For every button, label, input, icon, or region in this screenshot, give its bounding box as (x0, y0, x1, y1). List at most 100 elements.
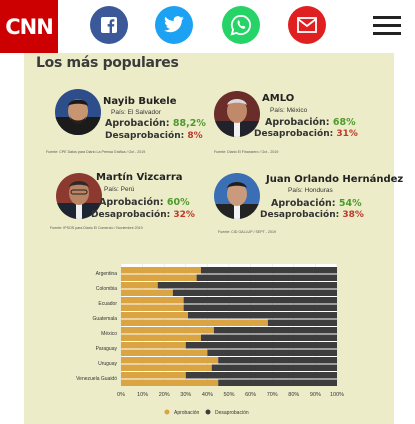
legend-label-aprobacion: Aprobación (174, 410, 200, 416)
x-tick-label: 70% (267, 392, 278, 398)
avatar-vizcarra (56, 173, 102, 219)
bar-aprobacion (121, 364, 212, 371)
source-note: Fuente: CPE Datos para Diario La Prensa … (46, 150, 146, 154)
bar-desaprobacion (200, 267, 337, 274)
bar-desaprobacion (218, 379, 337, 386)
y-category-label: Guatemala (93, 316, 118, 322)
bar-desaprobacion (187, 312, 337, 319)
x-tick-label: 50% (223, 392, 234, 398)
whatsapp-icon (230, 14, 252, 36)
y-category-label: Paraguay (96, 346, 118, 352)
bar-aprobacion (121, 282, 158, 289)
bar-aprobacion (121, 319, 268, 326)
approval-value: 88,2% (172, 118, 206, 129)
legend-swatch-aprobacion (164, 409, 170, 415)
y-category-label: Colombia (96, 286, 117, 292)
y-category-label: Argentina (96, 271, 118, 277)
bar-aprobacion (121, 327, 214, 334)
bar-desaprobacion (185, 342, 337, 349)
email-icon (297, 17, 317, 33)
bar-desaprobacion (196, 274, 337, 281)
x-tick-label: 90% (310, 392, 321, 398)
leader-name: AMLO (262, 93, 295, 104)
y-category-label: Uruguay (98, 361, 117, 367)
x-tick-label: 10% (137, 392, 148, 398)
disapproval-row: Desaprobación: 8% (105, 131, 203, 141)
twitter-icon (164, 16, 184, 33)
avatar-hernandez (214, 173, 260, 219)
leader-name: Juan Orlando Hernández (266, 174, 404, 185)
avatar-amlo (214, 91, 260, 137)
y-category-label: Ecuador (98, 301, 117, 307)
disapproval-value: 38% (342, 210, 364, 220)
x-tick-label: 30% (180, 392, 191, 398)
approval-row: Aprobación: 68% (265, 117, 356, 128)
disapproval-value: 8% (187, 131, 203, 141)
bar-aprobacion (121, 289, 173, 296)
bar-aprobacion (121, 312, 188, 319)
bar-desaprobacion (183, 297, 337, 304)
whatsapp-share-button[interactable] (222, 6, 260, 44)
avatar-bukele (55, 89, 101, 135)
bar-desaprobacion (172, 289, 337, 296)
source-note: Fuente: IPSOS para Diario El Comercio / … (50, 226, 143, 230)
y-category-label: México (101, 331, 117, 337)
top-bar: CNN (0, 0, 415, 53)
bar-desaprobacion (200, 334, 337, 341)
x-tick-label: 0% (117, 392, 125, 398)
bar-aprobacion (121, 274, 197, 281)
leader-country: País: México (270, 107, 308, 114)
cnn-logo[interactable]: CNN (0, 0, 58, 53)
disapproval-row: Desaprobación: 38% (260, 210, 364, 220)
bar-aprobacion (121, 372, 186, 379)
y-category-label: Venezuela Guaidó (76, 376, 117, 382)
x-tick-label: 20% (159, 392, 170, 398)
disapproval-row: Desaprobación: 31% (254, 129, 358, 139)
leader-country: País: Perú (104, 186, 135, 193)
approval-row: Aprobación: 54% (271, 198, 362, 209)
bar-desaprobacion (267, 319, 337, 326)
bar-aprobacion (121, 334, 201, 341)
bar-desaprobacion (211, 364, 337, 371)
approval-value: 54% (338, 198, 362, 209)
bar-desaprobacion (183, 304, 337, 311)
bar-aprobacion (121, 349, 208, 356)
bar-aprobacion (121, 357, 219, 364)
approval-value: 60% (166, 197, 190, 208)
legend-swatch-desaprobacion (205, 409, 211, 415)
x-tick-label: 100% (330, 392, 344, 398)
bar-desaprobacion (218, 357, 337, 364)
disapproval-row: Desaprobación: 32% (91, 210, 195, 220)
twitter-share-button[interactable] (155, 6, 193, 44)
approval-row: Aprobación: 88,2% (105, 118, 206, 129)
source-note: Fuente: CID GALLUP / SEPT - 2019 (218, 230, 276, 234)
approval-value: 68% (332, 117, 356, 128)
leader-country: País: Honduras (288, 187, 333, 194)
approval-row: Aprobación: 60% (99, 197, 190, 208)
leader-name: Martín Vizcarra (96, 172, 183, 183)
email-share-button[interactable] (288, 6, 326, 44)
leader-country: País: El Salvador (111, 109, 161, 116)
bar-aprobacion (121, 304, 184, 311)
bar-aprobacion (121, 267, 201, 274)
source-note: Fuente: Diario El Financiero / Oct - 201… (214, 150, 279, 154)
disapproval-value: 32% (173, 210, 195, 220)
bar-aprobacion (121, 297, 184, 304)
bar-desaprobacion (185, 372, 337, 379)
x-tick-label: 60% (245, 392, 256, 398)
hamburger-icon[interactable] (373, 16, 401, 36)
bar-aprobacion (121, 342, 186, 349)
bar-aprobacion (121, 379, 219, 386)
x-tick-label: 80% (288, 392, 299, 398)
leader-name: Nayib Bukele (103, 96, 177, 107)
facebook-share-button[interactable] (90, 6, 128, 44)
disapproval-value: 31% (336, 129, 358, 139)
infographic-title: Los más populares (36, 55, 179, 71)
x-tick-label: 40% (202, 392, 213, 398)
bar-desaprobacion (207, 349, 337, 356)
bar-desaprobacion (157, 282, 337, 289)
infographic-panel: Los más populares Nayib Bukele País: El … (24, 53, 403, 424)
facebook-icon (101, 17, 117, 33)
approval-bar-chart: 0% 10% 20% 30% 40% 50% 60% 70% 80% 90% 100% Argenti… (76, 264, 344, 416)
legend-label-desaprobacion: Desaprobación (215, 410, 249, 416)
